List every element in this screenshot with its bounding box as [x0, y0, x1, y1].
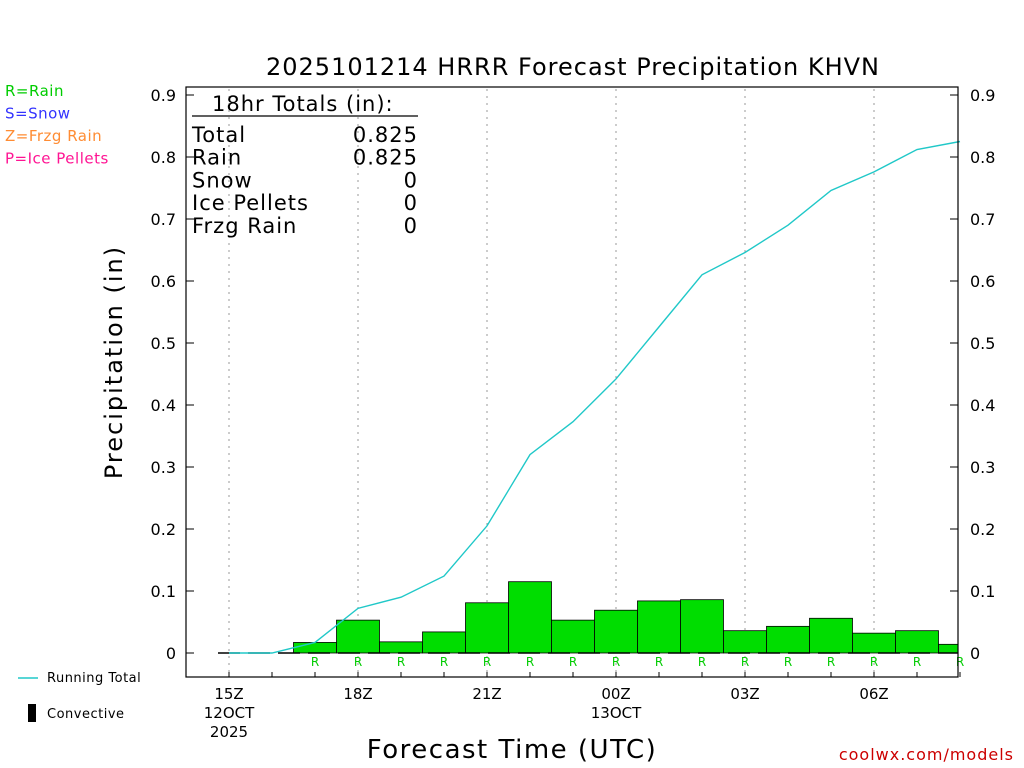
ytick-label-left-8: 0.8 [151, 148, 176, 167]
ytick-label-right-4: 0.4 [970, 396, 995, 415]
bar-26 [680, 599, 724, 654]
x-axis-title: Forecast Time (UTC) [367, 735, 658, 765]
grid-lines [228, 89, 875, 677]
ytick-label-left-6: 0.6 [151, 272, 176, 291]
ytick-label-right-5: 0.5 [970, 334, 995, 353]
ytick-label-right-8: 0.8 [970, 148, 995, 167]
xtick-label-3-1: 13OCT [591, 704, 642, 722]
xtick-label-0-2: 2025 [210, 723, 248, 741]
legend-type-3: P=Ice Pellets [5, 150, 109, 168]
ytick-label-right-6: 0.6 [970, 272, 995, 291]
type-letter-17: R [311, 655, 319, 669]
type-letter-25: R [655, 655, 663, 669]
type-letter-28: R [784, 655, 792, 669]
xtick-label-0-0: 15Z [214, 685, 243, 703]
convective-legend-label: Convective [47, 707, 125, 722]
bar-25 [637, 600, 681, 654]
totals-value-2: 0 [404, 168, 418, 192]
ytick-label-right-7: 0.7 [970, 210, 995, 229]
legend-type-0: R=Rain [5, 82, 64, 100]
ytick-label-left-3: 0.3 [151, 458, 176, 477]
type-letter-29: R [827, 655, 835, 669]
ytick-label-left-4: 0.4 [151, 396, 176, 415]
ytick-label-left-2: 0.2 [151, 520, 176, 539]
xtick-label-4-0: 03Z [730, 685, 759, 703]
bar-22 [508, 581, 552, 654]
totals-value-0: 0.825 [353, 123, 418, 147]
plot-frame [185, 86, 959, 678]
ytick-label-right-3: 0.3 [970, 458, 995, 477]
ytick-label-right-9: 0.9 [970, 86, 995, 105]
type-letter-31: R [913, 655, 921, 669]
bar-30 [852, 632, 896, 654]
bar-18 [336, 619, 380, 654]
bar-21 [465, 602, 509, 654]
xtick-label-1-0: 18Z [343, 685, 372, 703]
type-letter-20: R [440, 655, 448, 669]
bar-20 [422, 631, 466, 654]
type-letter-21: R [483, 655, 491, 669]
type-letter-22: R [526, 655, 534, 669]
xtick-label-5-0: 06Z [859, 685, 888, 703]
xtick-label-0-1: 12OCT [204, 704, 255, 722]
ytick-label-left-7: 0.7 [151, 210, 176, 229]
totals-value-3: 0 [404, 191, 418, 215]
bar-24 [594, 609, 638, 654]
bar-19 [379, 641, 423, 654]
type-letter-23: R [569, 655, 577, 669]
type-letter-27: R [741, 655, 749, 669]
bar-31 [895, 630, 939, 654]
type-letter-18: R [354, 655, 362, 669]
xtick-label-2-0: 21Z [472, 685, 501, 703]
ytick-label-right-2: 0.2 [970, 520, 995, 539]
legend-type-2: Z=Frzg Rain [5, 127, 102, 145]
source-footer: coolwx.com/models [839, 745, 1014, 764]
totals-box: 18hr Totals (in): Total 0.825 Rain 0.825 Sno… [191, 92, 418, 238]
ytick-label-right-0: 0 [970, 644, 980, 663]
xtick-label-3-0: 00Z [601, 685, 630, 703]
precip-type-legend: R=Rain S=Snow Z=Frzg Rain P=Ice Pellets [5, 82, 109, 168]
running-total-line [229, 140, 961, 654]
legend-type-1: S=Snow [5, 105, 71, 123]
type-letter-32: R [956, 655, 964, 669]
type-letter-26: R [698, 655, 706, 669]
ytick-label-right-1: 0.1 [970, 582, 995, 601]
totals-label-4: Frzg Rain [192, 214, 297, 238]
totals-rows: Total 0.825 Rain 0.825 Snow 0 Ice Pellets 0 Frzg… [191, 123, 418, 238]
y-axis-title: Precipitation (in) [100, 245, 128, 479]
ytick-label-left-5: 0.5 [151, 334, 176, 353]
ytick-label-left-1: 0.1 [151, 582, 176, 601]
ytick-label-left-9: 0.9 [151, 86, 176, 105]
ytick-label-left-0: 0 [166, 644, 176, 663]
bar-28 [766, 625, 810, 654]
totals-value-4: 0 [404, 214, 418, 238]
running-total-legend-label: Running Total [47, 671, 141, 686]
y-axis-right: 0 0.1 0.2 0.3 0.4 0.5 0.6 0.7 0.8 0.9 [950, 86, 995, 663]
convective-legend-swatch [28, 704, 36, 722]
totals-label-3: Ice Pellets [192, 191, 309, 215]
bar-29 [809, 617, 853, 654]
totals-label-0: Total [191, 123, 246, 147]
totals-label-1: Rain [192, 146, 242, 170]
bar-17 [293, 642, 337, 654]
totals-heading: 18hr Totals (in): [212, 92, 394, 116]
totals-value-1: 0.825 [353, 146, 418, 170]
y-axis-left: 0 0.1 0.2 0.3 0.4 0.5 0.6 0.7 0.8 0.9 [151, 86, 194, 663]
bars-group [293, 581, 959, 654]
bar-32 [938, 643, 959, 654]
bar-27 [723, 630, 767, 654]
bar-23 [551, 619, 595, 654]
type-letter-19: R [397, 655, 405, 669]
type-letter-24: R [612, 655, 620, 669]
chart-title: 2025101214 HRRR Forecast Precipitation K… [266, 53, 880, 81]
type-letter-30: R [870, 655, 878, 669]
totals-label-2: Snow [192, 168, 253, 192]
